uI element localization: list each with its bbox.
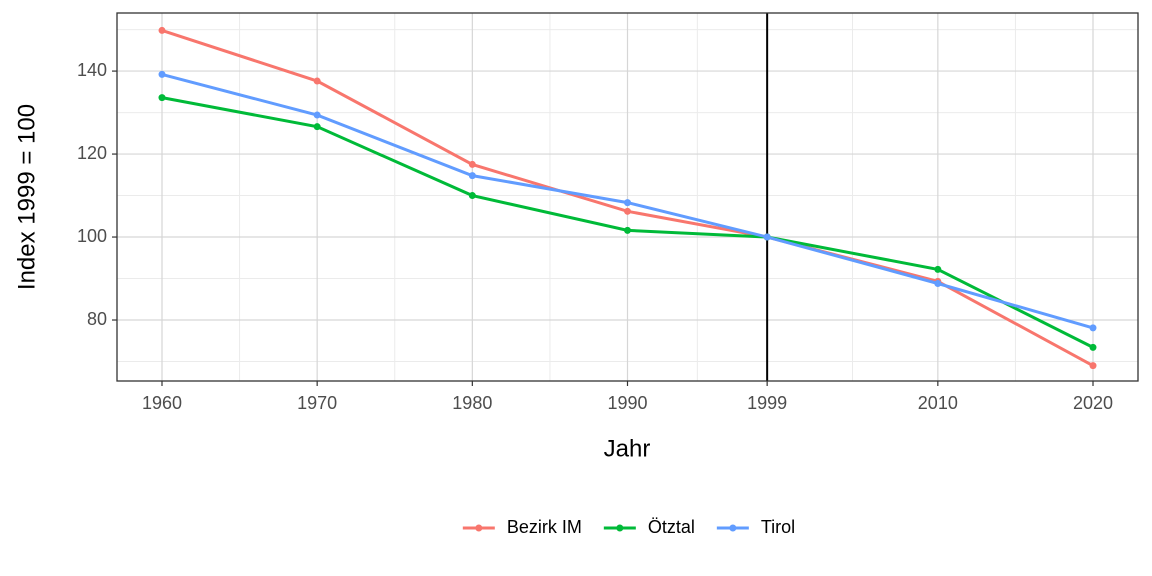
data-point <box>1089 362 1097 370</box>
legend-key-point <box>729 524 737 532</box>
x-tick-label: 2020 <box>1073 393 1113 413</box>
x-tick-label: 1990 <box>607 393 647 413</box>
data-point <box>468 192 476 200</box>
x-tick-label: 1970 <box>297 393 337 413</box>
data-point <box>934 265 942 273</box>
data-point <box>1089 343 1097 351</box>
legend-label: Bezirk IM <box>507 517 582 537</box>
y-tick-label: 80 <box>87 309 107 329</box>
legend-key-point <box>475 524 483 532</box>
data-point <box>468 160 476 168</box>
legend: Bezirk IM Ötztal Tirol <box>462 517 795 537</box>
data-point <box>763 233 771 241</box>
data-point <box>158 94 166 102</box>
legend-label: Ötztal <box>648 517 695 537</box>
data-point <box>624 199 631 207</box>
x-axis-title: Jahr <box>604 435 651 462</box>
legend-key-point <box>616 524 624 532</box>
data-point <box>624 207 631 215</box>
x-tick-label: 1999 <box>747 393 787 413</box>
x-tick-label: 1960 <box>142 393 182 413</box>
legend-label: Tirol <box>761 517 795 537</box>
y-axis-title: Index 1999 = 100 <box>13 104 40 290</box>
y-tick-label: 120 <box>77 143 107 163</box>
data-point <box>158 70 166 78</box>
y-tick-label: 100 <box>77 226 107 246</box>
data-point <box>313 77 321 85</box>
x-tick-label: 1980 <box>452 393 492 413</box>
data-point <box>624 226 631 234</box>
data-point <box>1089 324 1097 332</box>
x-tick-label: 2010 <box>918 393 958 413</box>
data-point <box>313 111 321 119</box>
data-point <box>158 26 166 34</box>
y-tick-label: 140 <box>77 60 107 80</box>
plot-border <box>116 12 1139 382</box>
data-point <box>313 123 321 131</box>
data-point <box>934 280 942 288</box>
data-point <box>468 172 476 180</box>
